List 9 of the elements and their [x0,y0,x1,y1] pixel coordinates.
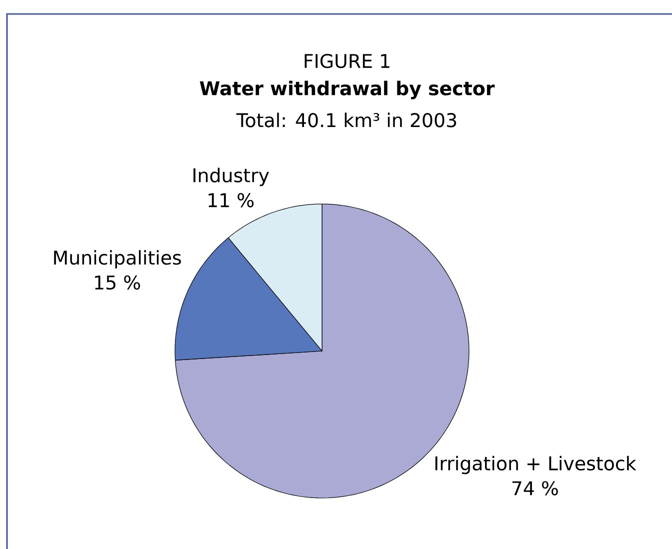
data-label: 74 % [512,481,558,496]
slice-label: Irrigation + Livestock [435,456,636,474]
chart-title: Water withdrawal by sector [200,80,495,100]
chart-subtitle: Total: 40.1 km³ in 2003 [236,112,456,128]
data-label: 11 % [208,193,254,208]
slice-label: Industry [194,168,269,186]
caption: FIGURE 1 [304,54,390,68]
data-label: 15 % [95,275,140,290]
slice-label: Municipalities [54,250,181,268]
